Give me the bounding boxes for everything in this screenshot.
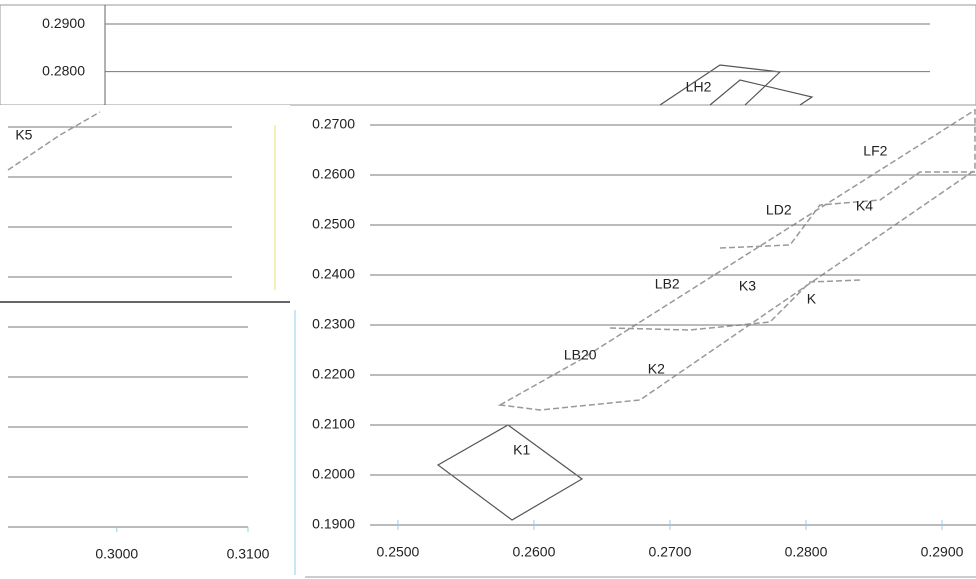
y-tick-label: 0.2400	[312, 266, 355, 282]
annotation: LF2	[863, 143, 887, 159]
y-tick-label: 0.2500	[312, 216, 355, 232]
y-tick-label: 0.2700	[312, 116, 355, 132]
x-tick-label: 0.2900	[921, 544, 964, 560]
outline	[7, 111, 101, 171]
y-tick-label: 0.1900	[312, 516, 355, 532]
annotation: LH2	[686, 79, 712, 95]
y-tick-label: 0.2800	[42, 62, 85, 78]
annotation: K2	[648, 361, 665, 377]
x-tick-label: 0.2700	[649, 544, 692, 560]
panel-main: 0.2700 0.2600 0.2500 0.2400 0.2300 0.2200 0.21…	[300, 108, 976, 578]
x-tick-label: 0.3000	[95, 546, 138, 562]
x-tick-label: 0.2600	[513, 544, 556, 560]
annotation: K5	[15, 127, 32, 143]
panel-frame	[0, 4, 976, 106]
outline	[659, 64, 782, 106]
x-tick-label: 0.2800	[785, 544, 828, 560]
y-tick-label: 0.2200	[312, 366, 355, 382]
outline	[709, 79, 814, 106]
outline	[436, 424, 584, 521]
annotation: K4	[856, 198, 873, 214]
panel-back: 0.2900 0.2800	[0, 4, 976, 106]
y-tick-label: 0.2900	[42, 15, 85, 31]
y-tick-label: 0.2100	[312, 416, 355, 432]
panel-left: 0.3000 0.3100	[0, 105, 296, 575]
annotation: K1	[513, 442, 530, 458]
annotation: LB20	[564, 347, 597, 363]
x-tick-label: 0.2500	[377, 544, 420, 560]
annotation: LB2	[655, 276, 680, 292]
y-tick-label: 0.2600	[312, 166, 355, 182]
y-tick-label: 0.2000	[312, 466, 355, 482]
x-tick-label: 0.3100	[227, 546, 270, 562]
annotation: K3	[739, 278, 756, 294]
annotation: LD2	[766, 202, 792, 218]
annotation: K	[807, 291, 817, 307]
outline	[497, 108, 976, 411]
panel-frame	[0, 105, 290, 560]
grid-lines	[8, 126, 248, 528]
y-tick-label: 0.2300	[312, 316, 355, 332]
panel-frame	[300, 110, 976, 575]
outline	[719, 171, 975, 249]
